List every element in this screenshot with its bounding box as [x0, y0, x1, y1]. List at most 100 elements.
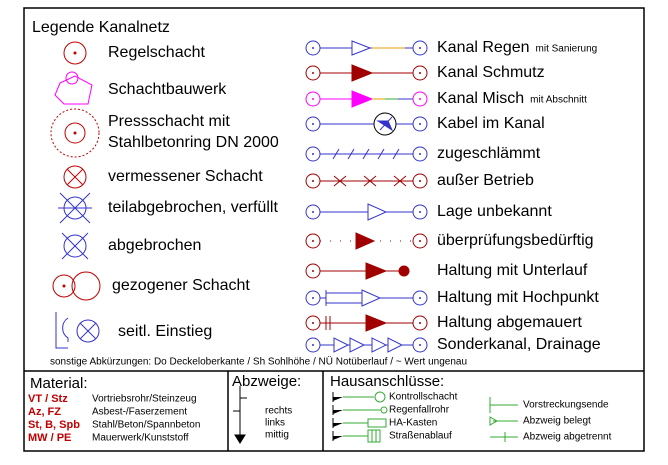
symbol-pressschacht-part — [50, 108, 100, 158]
left-item-label: seitl. Einstieg — [118, 323, 212, 340]
manhole-dot — [312, 153, 314, 155]
symbol-vermessen-part — [66, 168, 84, 186]
symbol-einstieg — [55, 312, 100, 349]
right-symbols-part — [320, 175, 413, 187]
manhole-dot — [419, 322, 421, 324]
right-item-label: Haltung abgemauert — [437, 314, 583, 331]
symbol-hausanschluesse-part-part — [374, 391, 386, 403]
symbol-hausanschluesse-part-part — [333, 436, 343, 440]
right-symbols-part-part — [332, 148, 400, 160]
symbol-hausanschluesse-part-part — [333, 397, 343, 401]
right-symbols-part-part — [367, 203, 388, 221]
symbol-regelschacht-part — [63, 41, 87, 65]
ha-left-label: Regenfallrohr — [389, 405, 450, 416]
manhole-dot — [419, 47, 421, 49]
right-item-label: Lage unbekannt — [437, 203, 552, 220]
ha-right-label: Vorstreckungsende — [523, 400, 609, 411]
symbol-hausanschluesse-part-part — [343, 396, 381, 437]
right-symbols-part-part — [349, 337, 366, 353]
symbol-hausanschluesse-part — [489, 397, 518, 442]
manhole-dot — [419, 72, 421, 74]
material-text: Asbest-/Faserzement — [92, 407, 187, 418]
symbol-einstieg-part — [55, 312, 69, 349]
abzweig-label: links — [265, 418, 285, 429]
right-symbols-part-part — [351, 40, 372, 56]
material-text: Vortriebsrohr/Steinzeug — [92, 394, 197, 405]
right-symbols — [320, 40, 413, 353]
left-item-label: Pressschacht mit — [108, 113, 230, 130]
right-symbols-part-part — [361, 289, 382, 307]
ha-right-label: Abzweig abgetrennt — [523, 432, 612, 443]
symbol-schachtbauwerk — [54, 71, 93, 105]
symbol-hausanschluesse-part-part — [367, 418, 387, 428]
material-text: Stahl/Beton/Spannbeton — [92, 420, 200, 431]
symbol-schachtbauwerk-part — [54, 75, 93, 105]
right-symbols-part-part — [333, 337, 350, 353]
manhole-dot — [419, 211, 421, 213]
manhole-dot — [312, 344, 314, 346]
symbol-hausanschluesse — [332, 391, 518, 443]
material-code: MW / PE — [28, 432, 71, 444]
symbol-abzweige-part — [234, 434, 246, 444]
symbol-gezogen — [52, 271, 101, 301]
material-text: Mauerwerk/Kunststoff — [92, 433, 189, 444]
hausanschluesse-title: Hausanschlüsse: — [330, 373, 444, 390]
symbol-hausanschluesse-part-part — [489, 397, 518, 442]
right-symbols-part — [320, 203, 413, 221]
abzweig-label: rechts — [265, 406, 292, 417]
symbol-schachtbauwerk-part — [65, 71, 79, 85]
symbol-hausanschluesse-part — [333, 397, 343, 440]
right-item-note: mit Sanierung — [536, 44, 598, 55]
symbol-gezogen-part — [52, 274, 76, 298]
symbol-hausanschluesse-part — [343, 391, 388, 443]
left-item-label: vermessener Schacht — [108, 168, 263, 185]
right-symbols-part-part — [325, 316, 331, 330]
right-symbols-part — [320, 112, 413, 136]
symbol-teilabgebrochen — [58, 192, 92, 224]
right-symbols-part — [320, 40, 413, 56]
symbol-abgebrochen-part — [61, 232, 89, 260]
material-code: Az, FZ — [28, 406, 61, 418]
right-symbols-part-part — [351, 90, 374, 108]
manhole-dot — [312, 240, 314, 242]
right-symbols-part-part — [387, 337, 404, 353]
manhole-dot — [419, 98, 421, 100]
right-symbols-part — [320, 337, 413, 353]
right-symbols-part-part — [398, 265, 410, 277]
title: Legende Kanalnetz — [32, 19, 170, 36]
symbol-pressschacht-part — [73, 131, 77, 135]
left-item-label: abgebrochen — [108, 237, 201, 254]
frame — [23, 7, 645, 452]
right-item-label: zugeschlämmt — [437, 145, 541, 162]
right-item-label: überprüfungsbedürftig — [437, 232, 594, 249]
right-symbols-part-part — [333, 175, 407, 187]
left-item-label: gezogener Schacht — [112, 277, 250, 294]
symbol-pressschacht — [50, 108, 100, 158]
manhole-dot — [419, 297, 421, 299]
ha-left-label: Kontrollschacht — [389, 392, 458, 403]
right-symbols-part-part — [365, 314, 388, 332]
right-symbols-part-part — [376, 120, 394, 132]
symbol-abzweige — [233, 386, 247, 444]
left-item-label: Stahlbetonring DN 2000 — [108, 134, 279, 151]
right-symbols-part — [320, 314, 413, 332]
manhole-dot — [312, 270, 314, 272]
manhole-dot — [419, 344, 421, 346]
abzweige-title: Abzweige: — [232, 373, 301, 390]
right-symbols-part — [320, 148, 413, 160]
manhole-dot — [312, 123, 314, 125]
right-item-label: außer Betrieb — [437, 172, 534, 189]
symbol-einstieg-part — [76, 319, 100, 343]
right-item-note: mit Abschnitt — [530, 95, 587, 106]
symbol-abgebrochen — [61, 232, 89, 260]
right-symbols-part — [320, 289, 413, 307]
manhole-dot — [312, 72, 314, 74]
right-item-label: Kabel im Kanal — [437, 115, 545, 132]
material-title: Material: — [30, 375, 88, 392]
manhole-dot — [419, 240, 421, 242]
symbol-hausanschluesse-part-part — [367, 429, 381, 443]
manhole-dot — [312, 98, 314, 100]
left-item-label: Regelschacht — [108, 44, 206, 61]
symbol-regelschacht-part — [73, 51, 77, 55]
